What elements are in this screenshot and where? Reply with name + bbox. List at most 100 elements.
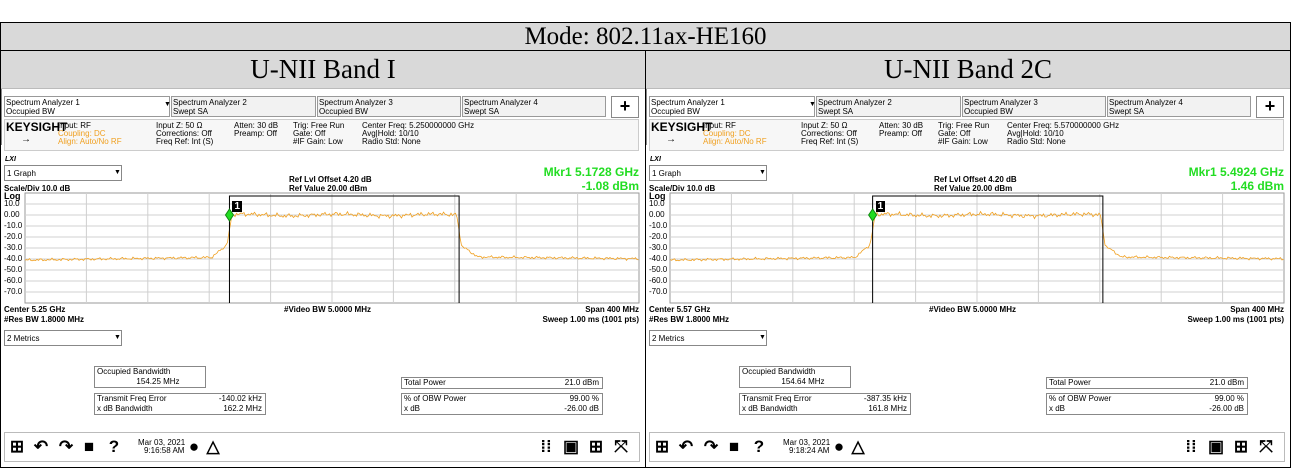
ref-value: Ref Value 20.00 dBm — [289, 184, 368, 193]
info-text: Center Freq: 5.250000000 GHz — [362, 121, 475, 130]
info-text: Corrections: Off — [801, 129, 857, 138]
info-text: Input Z: 50 Ω — [801, 121, 848, 130]
info-text: Preamp: Off — [234, 129, 277, 138]
redo-button[interactable]: ↷ — [703, 437, 719, 456]
layout-button[interactable]: ⊞ — [1233, 437, 1249, 456]
y-label: 0.00 — [649, 210, 665, 219]
y-label: Log — [649, 191, 666, 201]
table-divider — [646, 111, 647, 123]
toolbar — [649, 432, 1285, 462]
video-bw: #Video BW 5.0000 MHz — [929, 305, 1016, 314]
dropdown-arrow: ▼ — [114, 169, 121, 176]
y-label: 0.00 — [4, 210, 20, 219]
obw-value: 154.25 MHz — [136, 377, 180, 386]
help-button[interactable]: ? — [753, 437, 765, 456]
tab-title: Spectrum Analyzer 2 — [818, 98, 892, 107]
windows-button[interactable]: ⊞ — [654, 437, 670, 456]
span: Span 400 MHz — [585, 305, 639, 314]
y-label: 10.0 — [4, 199, 20, 208]
alert-button[interactable]: △ — [851, 437, 865, 456]
marker-level: -1.08 dBm — [581, 179, 639, 193]
info-text: Align: Auto/No RF — [703, 137, 767, 146]
metrics-select[interactable] — [649, 330, 767, 346]
metrics-select[interactable] — [4, 330, 122, 346]
touch-button[interactable]: ▣ — [1207, 437, 1225, 456]
sweep: Sweep 1.00 ms (1001 pts) — [542, 315, 640, 324]
tab — [649, 96, 815, 117]
info-text: Align: Auto/No RF — [58, 137, 122, 146]
help-button[interactable]: ? — [108, 437, 120, 456]
touch-button[interactable]: ▣ — [562, 437, 580, 456]
keypad-button[interactable]: ⁞⁞ — [540, 437, 552, 456]
scale-div: Scale/Div 10.0 dB — [649, 184, 716, 193]
tab-subtitle: Occupied BW — [651, 107, 700, 116]
info-text: Coupling: DC — [58, 129, 106, 138]
info-text: Freq Ref: Int (S) — [801, 137, 859, 146]
sweep: Sweep 1.00 ms (1001 pts) — [1187, 315, 1285, 324]
undo-button[interactable]: ↶ — [678, 437, 694, 456]
marker-level: 1.46 dBm — [1230, 179, 1284, 193]
tab-title: Spectrum Analyzer 3 — [964, 98, 1038, 107]
graph-select[interactable] — [4, 165, 122, 181]
ref-offset: Ref Lvl Offset 4.20 dB — [289, 175, 372, 184]
metrics-table — [401, 377, 603, 389]
obw-label: Occupied Bandwidth — [742, 367, 816, 376]
info-text: Freq Ref: Int (S) — [156, 137, 214, 146]
info-text: #IF Gain: Low — [293, 137, 343, 146]
tab — [462, 96, 606, 117]
obw-bracket — [872, 195, 1104, 303]
spectrum-graph — [669, 192, 1285, 304]
add-tab-button[interactable]: + — [611, 96, 639, 118]
layout-button[interactable]: ⊞ — [588, 437, 604, 456]
tab-title: Spectrum Analyzer 3 — [319, 98, 393, 107]
graph-select[interactable] — [649, 165, 767, 181]
tab-title: Spectrum Analyzer 2 — [173, 98, 247, 107]
center-freq: Center 5.25 GHz — [4, 305, 66, 314]
metric-label: x dB Bandwidth — [742, 404, 798, 413]
y-label: -10.0 — [649, 221, 668, 230]
tab — [816, 96, 961, 117]
video-bw: #Video BW 5.0000 MHz — [284, 305, 371, 314]
message-button[interactable]: ● — [833, 437, 845, 456]
marker-freq: Mkr1 5.4924 GHz — [1188, 165, 1284, 179]
info-bar — [649, 119, 1284, 151]
metrics-select-label: 2 Metrics — [7, 334, 40, 343]
time: 9:16:58 AM — [144, 446, 185, 455]
y-label: -70.0 — [4, 287, 23, 296]
metrics-select-label: 2 Metrics — [652, 334, 685, 343]
info-text: Center Freq: 5.570000000 GHz — [1007, 121, 1120, 130]
file-button[interactable]: ■ — [83, 437, 95, 456]
info-text: Gate: Off — [293, 129, 326, 138]
info-text: Input Z: 50 Ω — [156, 121, 203, 130]
tab-title: Spectrum Analyzer 4 — [1109, 98, 1183, 107]
tab — [171, 96, 316, 117]
tab — [962, 96, 1106, 117]
alert-button[interactable]: △ — [206, 437, 220, 456]
brand-icon: → — [666, 134, 676, 145]
add-tab-button[interactable]: + — [1256, 96, 1284, 118]
fullscreen-button[interactable]: ⤧ — [1259, 437, 1273, 456]
metric-label: % of OBW Power — [404, 394, 467, 403]
y-label: -20.0 — [649, 232, 668, 241]
keypad-button[interactable]: ⁞⁞ — [1185, 437, 1197, 456]
dropdown-arrow: ▼ — [759, 334, 766, 341]
y-label: -20.0 — [4, 232, 23, 241]
file-button[interactable]: ■ — [728, 437, 740, 456]
windows-button[interactable]: ⊞ — [9, 437, 25, 456]
center-freq: Center 5.57 GHz — [649, 305, 711, 314]
tab-subtitle: Swept SA — [464, 107, 500, 116]
undo-button[interactable]: ↶ — [33, 437, 49, 456]
info-text: Avg|Hold: 10/10 — [1007, 129, 1064, 138]
redo-button[interactable]: ↷ — [58, 437, 74, 456]
toolbar — [4, 432, 640, 462]
tab-subtitle: Swept SA — [818, 107, 854, 116]
y-label: -60.0 — [4, 276, 23, 285]
metric-label: % of OBW Power — [1049, 394, 1112, 403]
message-button[interactable]: ● — [188, 437, 200, 456]
fullscreen-button[interactable]: ⤧ — [614, 437, 628, 456]
metric-value: -26.00 dB — [1209, 404, 1244, 413]
y-label: -60.0 — [649, 276, 668, 285]
metrics-table — [401, 393, 603, 415]
table-divider — [1, 89, 2, 111]
obw-box — [94, 366, 206, 388]
